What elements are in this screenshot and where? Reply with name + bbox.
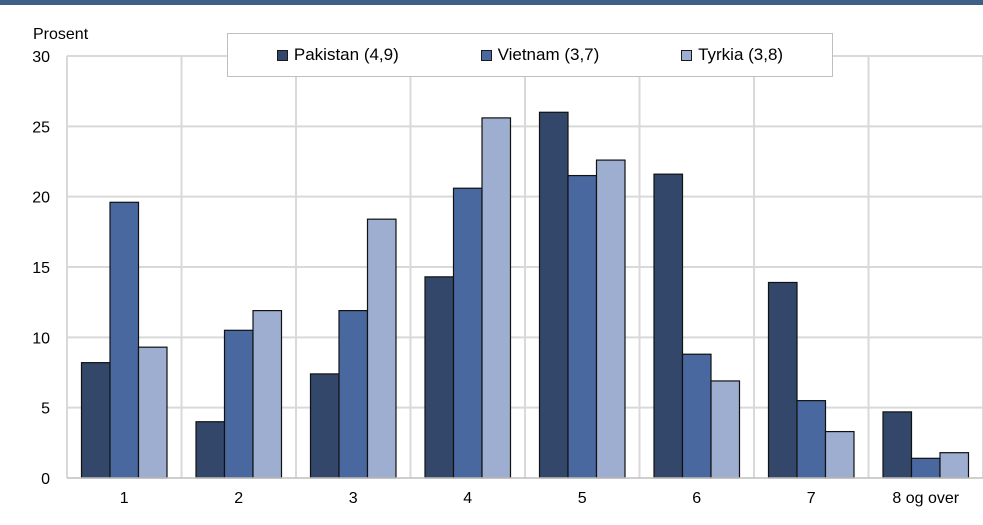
- bar: [939, 452, 970, 479]
- bar: [137, 346, 168, 479]
- y-tick-label: 30: [32, 49, 50, 66]
- x-tick-label: 3: [349, 490, 358, 507]
- axes: 0 5 10 15 20 25 30 1 2 3 4 5 6 7 8 og over: [32, 49, 983, 507]
- bar: [882, 411, 913, 479]
- bar: [824, 430, 855, 479]
- legend-swatch: [480, 49, 492, 61]
- legend: Pakistan (4,9) Vietnam (3,7) Tyrkia (3,8): [227, 33, 833, 77]
- bar: [710, 380, 741, 479]
- y-tick-label: 15: [32, 260, 50, 277]
- y-axis-label: Prosent: [33, 26, 89, 43]
- legend-label: Vietnam (3,7): [497, 45, 600, 64]
- bar: [338, 310, 369, 479]
- y-tick-label: 20: [32, 190, 50, 207]
- bar: [366, 218, 397, 479]
- legend-item: Vietnam (3,7): [480, 45, 600, 65]
- y-tick-label: 5: [41, 401, 50, 418]
- bar: [109, 201, 140, 479]
- bar: [538, 111, 569, 479]
- y-tick-label: 0: [41, 471, 50, 488]
- x-tick-label: 2: [234, 490, 243, 507]
- bar: [567, 174, 598, 479]
- bar: [681, 353, 712, 479]
- bar: [424, 276, 455, 479]
- bar: [653, 173, 684, 479]
- legend-label: Tyrkia (3,8): [698, 45, 784, 64]
- bar: [80, 362, 111, 479]
- legend-label: Pakistan (4,9): [293, 45, 399, 64]
- bar: [309, 373, 340, 479]
- x-tick-label: 7: [807, 490, 816, 507]
- legend-item: Tyrkia (3,8): [681, 45, 783, 65]
- y-tick-label: 10: [32, 330, 50, 347]
- bar: [595, 159, 626, 479]
- x-tick-label: 6: [692, 490, 701, 507]
- bar: [767, 281, 798, 479]
- bar: [910, 457, 941, 479]
- x-tick-label: 8 og over: [892, 490, 959, 507]
- y-tick-label: 25: [32, 119, 50, 136]
- bar: [223, 329, 254, 479]
- legend-swatch: [681, 49, 693, 61]
- bar: [195, 421, 226, 479]
- legend-swatch: [276, 49, 288, 61]
- grid-lines: [66, 55, 983, 478]
- bar: [252, 310, 283, 479]
- x-tick-label: 1: [120, 490, 129, 507]
- legend-item: Pakistan (4,9): [276, 45, 399, 65]
- bar: [452, 187, 483, 479]
- bar: [481, 117, 512, 479]
- bar: [796, 400, 827, 479]
- x-tick-label: 5: [578, 490, 587, 507]
- x-tick-label: 4: [463, 490, 472, 507]
- header-rule: [0, 0, 983, 5]
